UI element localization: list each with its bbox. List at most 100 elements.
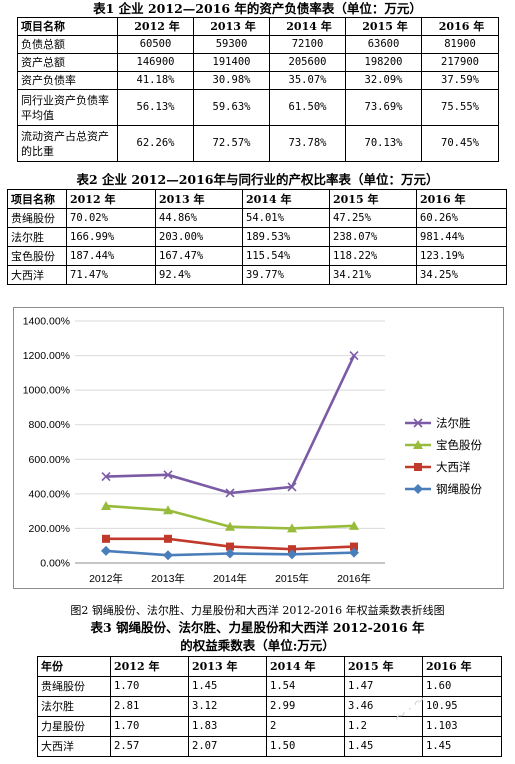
table-header-cell: 2012 年 — [66, 189, 156, 209]
table-cell: 61.50% — [269, 89, 346, 126]
point-marker-triangle — [163, 505, 173, 515]
table-header-row: 项目名称 2012 年 2013 年 2014 年 2015 年 2016 年 — [17, 17, 499, 36]
table-cell: 62.26% — [117, 125, 194, 162]
table-cell: 189.53% — [242, 227, 330, 247]
table-cell: 115.54% — [242, 246, 330, 266]
point-marker-triangle — [225, 521, 235, 531]
point-marker-triangle — [349, 520, 359, 530]
table-row: 贵绳股份 1.70 1.45 1.54 1.47 1.60 — [37, 676, 502, 697]
table-cell: 37.59% — [421, 71, 499, 90]
table-cell: 56.13% — [117, 89, 194, 126]
table3-caption-line2: 的权益乘数表（单位:万元） — [180, 638, 335, 653]
point-marker-x — [225, 488, 235, 498]
table-header-cell: 2016 年 — [422, 656, 502, 677]
series-triangle — [101, 500, 359, 533]
table-header-cell: 2015 年 — [344, 656, 423, 677]
table-cell: 34.25% — [416, 265, 507, 285]
table-cell: 1.45 — [344, 736, 423, 757]
table3: 年份 2012 年 2013 年 2014 年 2015 年 2016 年 贵绳… — [37, 656, 502, 757]
table-cell: 59.63% — [193, 89, 270, 126]
table-header-cell: 2014 年 — [269, 17, 346, 36]
legend-label: 宝色股份 — [436, 438, 482, 452]
point-marker-x — [349, 351, 359, 361]
table1-caption: 表1 企业 2012—2016 年的资产负债率表（单位：万元） — [93, 1, 422, 16]
table3-caption-line1: 表3 钢绳股份、法尔胜、力星股份和大西洋 2012-2016 年 — [90, 620, 425, 635]
x-tick-label: 2015年 — [275, 572, 309, 585]
table-cell: 166.99% — [66, 227, 156, 247]
table-cell: 2.57 — [110, 736, 189, 757]
table-cell: 44.86% — [155, 208, 243, 228]
series-diamond — [101, 545, 359, 561]
table1: 项目名称 2012 年 2013 年 2014 年 2015 年 2016 年 … — [17, 17, 499, 162]
point-marker-x — [287, 482, 297, 492]
point-marker-triangle — [101, 500, 111, 510]
table-cell: 力星股份 — [37, 716, 111, 737]
table-cell: 3.46 — [344, 696, 423, 717]
legend-label: 法尔胜 — [436, 416, 471, 430]
marker-stroke — [349, 351, 359, 361]
table-cell: 负债总额 — [17, 35, 118, 54]
legend-label: 钢绳股份 — [436, 482, 482, 496]
table2: 项目名称 2012 年 2013 年 2014 年 2015 年 2016 年 … — [7, 189, 507, 285]
table-cell: 217900 — [421, 53, 499, 72]
table-row: 贵绳股份 70.02% 44.86% 54.01% 47.25% 60.26% — [7, 208, 507, 228]
point-marker-triangle — [413, 440, 423, 449]
table-cell: 资产负债率 — [17, 71, 118, 90]
table-cell: 贵绳股份 — [7, 208, 67, 228]
table-cell: 238.07% — [329, 227, 417, 247]
table-cell: 73.78% — [269, 125, 346, 162]
table-cell: 81900 — [421, 35, 499, 54]
table-header-row: 项目名称 2012 年 2013 年 2014 年 2015 年 2016 年 — [7, 189, 507, 209]
table-header-cell: 2014 年 — [242, 189, 330, 209]
table-cell: 72100 — [269, 35, 346, 54]
table-row: 法尔胜 2.81 3.12 2.99 3.46 10.95 — [37, 696, 502, 717]
legend-entry: 大西洋 — [405, 460, 471, 474]
table-cell: 167.47% — [155, 246, 243, 266]
table-cell: 1.47 — [344, 676, 423, 697]
chart-frame — [13, 307, 504, 589]
x-tick-label: 2014年 — [213, 572, 247, 585]
table-cell: 187.44% — [66, 246, 156, 266]
table-cell: 205600 — [269, 53, 346, 72]
table-cell: 70.45% — [421, 125, 499, 162]
table-cell: 123.19% — [416, 246, 507, 266]
table-row: 流动资产占总资产的比重 62.26% 72.57% 73.78% 70.13% … — [17, 125, 499, 162]
table-header-cell: 2015 年 — [329, 189, 417, 209]
table-header-cell: 2012 年 — [110, 656, 189, 677]
marker-stroke — [225, 488, 235, 498]
table-cell: 47.25% — [329, 208, 417, 228]
table-header-cell: 2013 年 — [155, 189, 243, 209]
table-cell: 92.4% — [155, 265, 243, 285]
table-cell: 1.50 — [266, 736, 345, 757]
table-cell: 70.02% — [66, 208, 156, 228]
point-marker-diamond — [413, 484, 423, 494]
table-cell: 71.47% — [66, 265, 156, 285]
table-cell: 118.22% — [329, 246, 417, 266]
table-cell: 10.95 — [422, 696, 502, 717]
table-header-cell: 年份 — [37, 656, 111, 677]
table-cell: 贵绳股份 — [37, 676, 111, 697]
table-row: 负债总额 60500 59300 72100 63600 81900 — [17, 35, 499, 54]
series-square — [102, 534, 358, 554]
point-marker-diamond — [163, 550, 173, 561]
point-marker-square — [414, 463, 422, 471]
table-cell: 41.18% — [117, 71, 194, 90]
point-marker-square — [164, 534, 172, 543]
table-cell: 宝色股份 — [7, 246, 67, 266]
legend-entry: 法尔胜 — [405, 416, 471, 430]
table-cell: 1.70 — [110, 676, 189, 697]
table-cell: 大西洋 — [37, 736, 111, 757]
y-tick-label: 200.00% — [29, 523, 70, 535]
table-cell: 203.00% — [155, 227, 243, 247]
table-cell: 60500 — [117, 35, 194, 54]
table-cell: 2.81 — [110, 696, 189, 717]
table-cell: 流动资产占总资产的比重 — [17, 125, 118, 162]
y-tick-label: 1200.00% — [23, 350, 70, 362]
legend-label: 大西洋 — [436, 460, 471, 474]
table-cell: 2.99 — [266, 696, 345, 717]
table-header-cell: 项目名称 — [7, 189, 67, 209]
table-header-cell: 2013 年 — [193, 17, 270, 36]
table-cell: 54.01% — [242, 208, 330, 228]
table-cell: 1.70 — [110, 716, 189, 737]
point-marker-triangle — [287, 523, 297, 533]
